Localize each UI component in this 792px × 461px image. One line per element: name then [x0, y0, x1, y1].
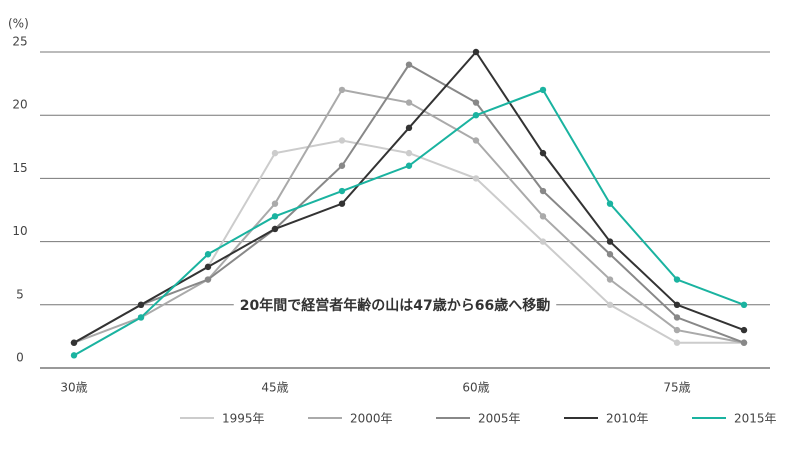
- data-point: [472, 48, 480, 56]
- annotation-background: [233, 294, 557, 317]
- data-point: [405, 149, 413, 157]
- data-point: [271, 213, 279, 220]
- data-point: [539, 149, 547, 157]
- data-point: [271, 200, 279, 207]
- data-point: [338, 200, 346, 207]
- data-point: [338, 137, 346, 144]
- data-point: [405, 162, 413, 169]
- data-point: [539, 187, 547, 195]
- data-point: [204, 263, 212, 271]
- data-point: [606, 238, 614, 245]
- y-tick-label: 15: [12, 161, 27, 175]
- data-point: [472, 175, 480, 182]
- data-point: [606, 301, 614, 308]
- y-tick-label: 0: [16, 351, 24, 365]
- data-point: [405, 99, 413, 106]
- data-point: [472, 99, 480, 106]
- data-point: [472, 112, 480, 119]
- data-point: [539, 238, 547, 245]
- data-point: [740, 301, 748, 308]
- data-point: [673, 301, 681, 308]
- data-point: [673, 276, 681, 283]
- data-point: [606, 251, 614, 258]
- data-point: [405, 124, 413, 132]
- x-tick-label: 30歳: [60, 381, 87, 395]
- x-tick-label: 45歳: [261, 381, 288, 395]
- data-point: [740, 339, 748, 346]
- data-point: [70, 339, 78, 346]
- y-tick-label: 25: [12, 35, 27, 49]
- data-point: [137, 301, 145, 308]
- unit-label: (%): [8, 17, 29, 31]
- legend-label: 2005年: [478, 412, 521, 426]
- legend-label: 1995年: [222, 412, 265, 426]
- data-point: [606, 276, 614, 283]
- legend-label: 2000年: [350, 412, 393, 426]
- data-point: [606, 200, 614, 207]
- x-tick-label: 60歳: [462, 381, 489, 395]
- data-point: [271, 225, 279, 233]
- data-point: [70, 352, 78, 359]
- legend-label: 2015年: [734, 412, 777, 426]
- data-point: [539, 213, 547, 220]
- annotation: 20年間で経営者年齢の山は47歳から66歳へ移動: [240, 297, 550, 314]
- y-tick-label: 20: [12, 98, 27, 112]
- data-point: [673, 314, 681, 321]
- data-point: [204, 276, 212, 283]
- y-tick-label: 5: [16, 287, 24, 301]
- data-point: [673, 339, 681, 346]
- data-point: [137, 314, 145, 321]
- data-point: [472, 137, 480, 144]
- data-point: [673, 326, 681, 334]
- legend-label: 2010年: [606, 412, 649, 426]
- data-point: [405, 61, 413, 68]
- data-point: [338, 162, 346, 169]
- data-point: [740, 326, 748, 334]
- data-point: [338, 86, 346, 94]
- x-tick-label: 75歳: [663, 381, 690, 395]
- data-point: [338, 187, 346, 195]
- data-point: [271, 149, 279, 157]
- y-tick-label: 10: [12, 224, 27, 238]
- data-point: [204, 251, 212, 258]
- data-point: [539, 86, 547, 94]
